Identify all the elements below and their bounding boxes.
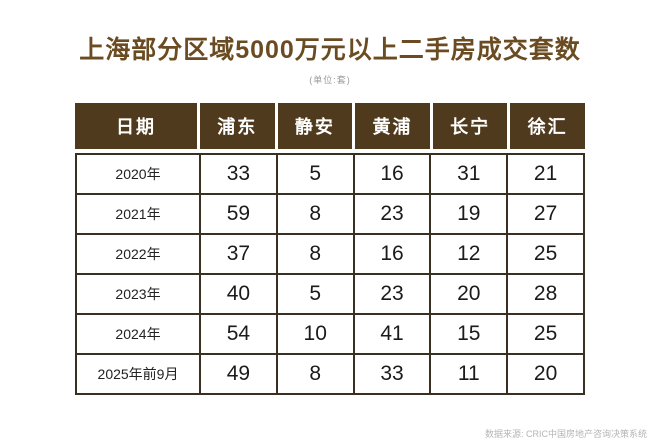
table-header-row: 日期 浦东 静安 黄浦 长宁 徐汇 [75, 103, 585, 149]
page-title: 上海部分区域5000万元以上二手房成交套数 [79, 36, 581, 64]
header-cell-huangpu: 黄浦 [355, 103, 430, 149]
table-cell: 28 [508, 275, 583, 313]
table-cell: 31 [431, 155, 507, 193]
table-cell: 33 [201, 155, 276, 193]
table-cell: 41 [354, 315, 430, 353]
row-label: 2024年 [77, 315, 199, 353]
table-cell: 8 [277, 355, 353, 393]
data-source-note: 数据来源: CRIC中国房地产咨询决策系统 [484, 429, 647, 439]
table-cell: 16 [354, 235, 430, 273]
header-cell-xuhui: 徐汇 [510, 103, 585, 149]
header-cell-date: 日期 [75, 103, 197, 149]
table-cell: 23 [354, 195, 430, 233]
table-cell: 54 [201, 315, 276, 353]
table-cell: 37 [201, 235, 276, 273]
table-cell: 21 [508, 155, 583, 193]
table-body: 2020年 33 5 16 31 21 2021年 59 8 23 19 27 … [75, 153, 585, 395]
table-cell: 19 [431, 195, 507, 233]
table-cell: 25 [508, 235, 583, 273]
table-cell: 20 [431, 275, 507, 313]
table-cell: 10 [277, 315, 353, 353]
header-cell-changning: 长宁 [432, 103, 508, 149]
table-cell: 16 [354, 155, 430, 193]
table-cell: 27 [508, 195, 583, 233]
table-cell: 11 [431, 355, 507, 393]
header-cell-pudong: 浦东 [200, 103, 275, 149]
data-table: 日期 浦东 静安 黄浦 长宁 徐汇 2020年 33 5 16 31 21 20… [75, 103, 585, 395]
table-cell: 8 [277, 195, 353, 233]
table-cell: 20 [508, 355, 583, 393]
table-cell: 15 [431, 315, 507, 353]
table-cell: 5 [277, 275, 353, 313]
table-cell: 5 [277, 155, 353, 193]
row-label: 2020年 [77, 155, 199, 193]
table-cell: 59 [201, 195, 276, 233]
table-cell: 12 [431, 235, 507, 273]
unit-note: (单位:套) [309, 75, 351, 85]
table-cell: 40 [201, 275, 276, 313]
row-label: 2021年 [77, 195, 199, 233]
table-cell: 33 [354, 355, 430, 393]
row-label: 2023年 [77, 275, 199, 313]
table-cell: 23 [354, 275, 430, 313]
row-label: 2025年前9月 [77, 355, 199, 393]
header-cell-jingan: 静安 [277, 103, 353, 149]
table-cell: 49 [201, 355, 276, 393]
table-cell: 8 [277, 235, 353, 273]
table-cell: 25 [508, 315, 583, 353]
row-label: 2022年 [77, 235, 199, 273]
